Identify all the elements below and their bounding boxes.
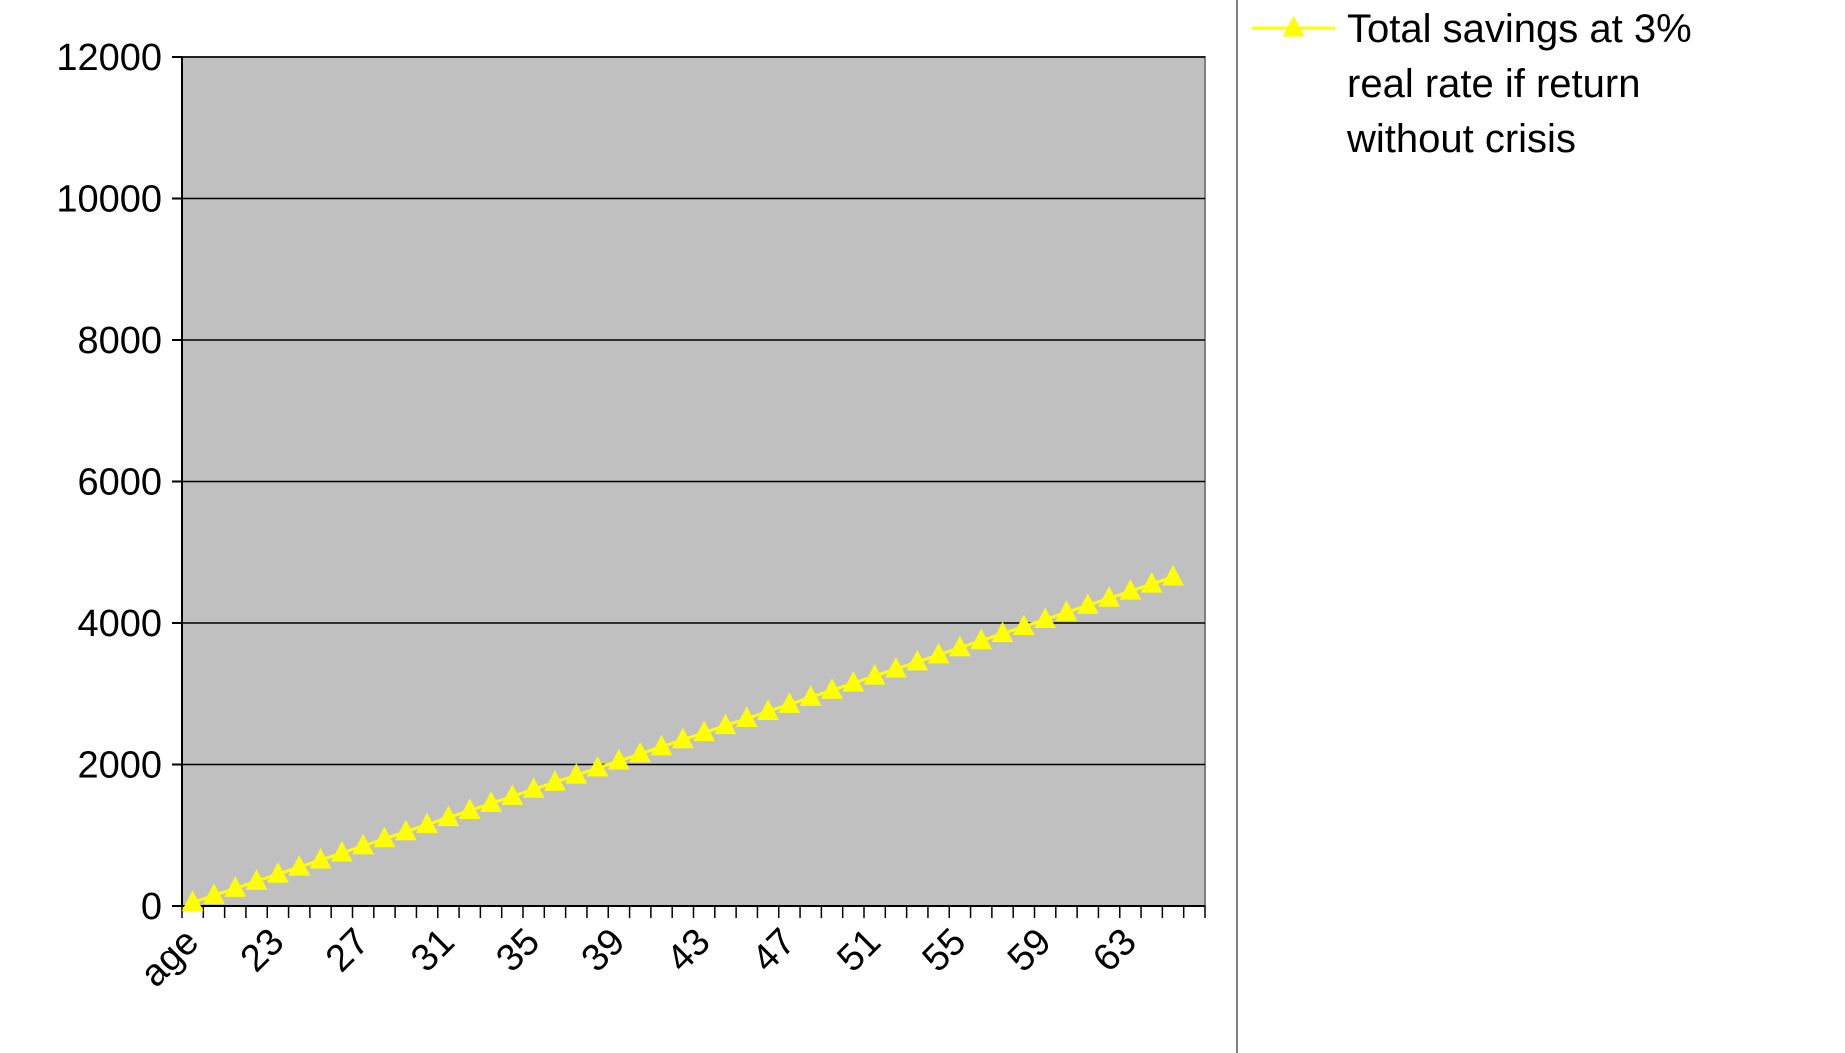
data-point-s1-41 bbox=[1055, 600, 1078, 621]
data-point-s1-43 bbox=[1098, 586, 1120, 607]
data-point-s1-18 bbox=[565, 763, 588, 784]
legend-label-line: Total savings at 3% bbox=[1347, 7, 1692, 51]
legend-entry-1: Total savings at 3% real rate if return wi… bbox=[1252, 7, 1692, 161]
x-tick-label-63: 63 bbox=[1085, 921, 1145, 981]
x-tick-label-51: 51 bbox=[829, 921, 889, 981]
data-point-s1-14 bbox=[480, 791, 502, 812]
data-point-s1-20 bbox=[608, 748, 630, 770]
y-tick-label-0: 0 bbox=[141, 886, 162, 928]
y-axis-tick-labels: 0 2000 4000 6000 8000 10000 12000 bbox=[56, 37, 162, 928]
data-point-s1-0 bbox=[181, 890, 204, 911]
data-point-s1-30 bbox=[821, 678, 843, 699]
y-tick-label-4000: 4000 bbox=[77, 603, 162, 645]
axes bbox=[172, 56, 1206, 918]
data-point-s1-19 bbox=[586, 755, 609, 777]
data-point-s1-45 bbox=[1140, 572, 1163, 593]
x-axis-tick-labels: age 23 27 31 35 39 43 47 51 55 59 63 bbox=[132, 921, 1144, 996]
data-point-s1-44 bbox=[1119, 579, 1142, 600]
data-point-s1-6 bbox=[309, 847, 332, 869]
data-point-s1-11 bbox=[416, 812, 438, 834]
legend-label-line: without crisis bbox=[1346, 117, 1576, 161]
data-point-s1-9 bbox=[373, 826, 396, 848]
data-point-s1-7 bbox=[331, 840, 353, 862]
data-point-s1-37 bbox=[970, 628, 993, 650]
x-tick-label-23: 23 bbox=[233, 921, 293, 981]
data-point-s1-29 bbox=[799, 685, 822, 706]
data-point-s1-4 bbox=[267, 862, 289, 883]
x-tick-label-35: 35 bbox=[488, 921, 548, 981]
data-point-s1-35 bbox=[927, 642, 950, 664]
data-point-s1-31 bbox=[842, 671, 865, 692]
data-point-s1-42 bbox=[1076, 593, 1099, 614]
data-point-s1-36 bbox=[949, 635, 971, 657]
y-tick-label-2000: 2000 bbox=[77, 745, 162, 787]
data-point-s1-40 bbox=[1034, 607, 1056, 628]
y-tick-label-12000: 12000 bbox=[56, 37, 162, 79]
data-point-s1-28 bbox=[778, 692, 801, 713]
x-tick-label-age: age bbox=[132, 921, 207, 996]
x-tick-label-59: 59 bbox=[1000, 921, 1060, 981]
data-point-s1-10 bbox=[394, 819, 417, 841]
data-point-s1-3 bbox=[245, 869, 268, 890]
data-point-s1-38 bbox=[991, 621, 1014, 643]
x-tick-label-31: 31 bbox=[403, 921, 463, 981]
data-point-s1-15 bbox=[501, 784, 524, 805]
x-tick-label-43: 43 bbox=[659, 921, 719, 981]
data-point-s1-12 bbox=[437, 805, 460, 827]
data-point-s1-22 bbox=[650, 734, 673, 756]
data-point-s1-33 bbox=[885, 656, 907, 678]
x-tick-label-39: 39 bbox=[574, 921, 634, 981]
data-point-s1-8 bbox=[352, 833, 374, 855]
data-point-s1-1 bbox=[203, 883, 225, 904]
x-tick-label-27: 27 bbox=[318, 921, 378, 981]
legend-swatch-marker bbox=[1282, 15, 1305, 37]
data-point-s1-5 bbox=[288, 855, 311, 876]
y-tick-label-6000: 6000 bbox=[77, 462, 162, 504]
data-point-s1-24 bbox=[693, 720, 715, 742]
y-tick-label-8000: 8000 bbox=[77, 320, 162, 362]
data-point-s1-13 bbox=[458, 798, 481, 819]
data-point-s1-39 bbox=[1013, 614, 1035, 636]
series-lines bbox=[181, 564, 1184, 911]
series-1 bbox=[181, 564, 1184, 911]
x-tick-label-55: 55 bbox=[915, 921, 975, 981]
data-point-s1-46 bbox=[1162, 564, 1184, 586]
data-point-s1-34 bbox=[906, 649, 929, 671]
data-point-s1-2 bbox=[224, 876, 247, 897]
data-point-s1-32 bbox=[863, 663, 886, 685]
legend: Total savings at 3% real rate if return wi… bbox=[1252, 7, 1692, 161]
x-tick-label-47: 47 bbox=[744, 921, 804, 981]
data-point-s1-23 bbox=[672, 727, 694, 749]
data-point-s1-21 bbox=[629, 741, 652, 763]
data-point-s1-17 bbox=[544, 770, 566, 791]
data-point-s1-27 bbox=[757, 699, 779, 720]
legend-label-line: real rate if return bbox=[1347, 62, 1640, 106]
y-tick-label-10000: 10000 bbox=[56, 179, 162, 221]
data-point-s1-25 bbox=[714, 713, 737, 735]
data-point-s1-16 bbox=[522, 777, 545, 798]
data-point-s1-26 bbox=[735, 706, 758, 728]
